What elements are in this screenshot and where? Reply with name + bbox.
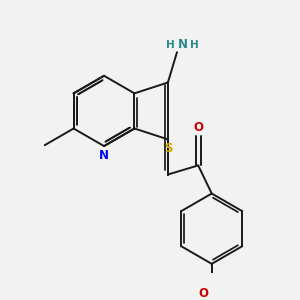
Text: O: O (199, 287, 208, 300)
Text: N: N (178, 38, 188, 51)
Text: O: O (193, 121, 203, 134)
Text: S: S (164, 142, 172, 155)
Text: H: H (166, 40, 175, 50)
Text: H: H (190, 40, 199, 50)
Text: N: N (99, 149, 109, 162)
